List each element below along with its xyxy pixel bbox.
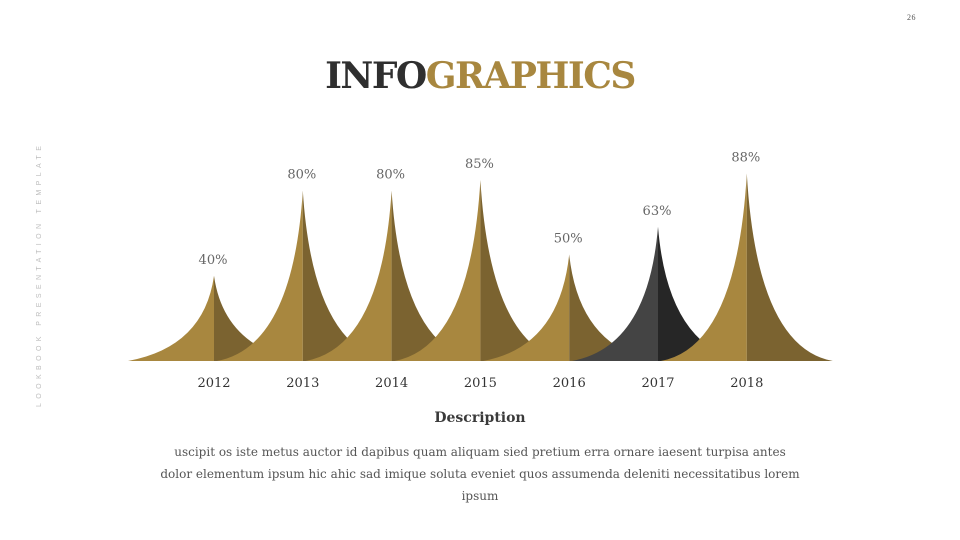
value-label: 50%: [554, 232, 583, 247]
peak-left-face: [483, 254, 570, 361]
category-label: 2017: [641, 376, 674, 391]
peak-right-face: [391, 190, 478, 361]
peak-right-face: [746, 173, 833, 361]
peak-2016: [483, 254, 656, 361]
peak-2018: [660, 173, 833, 361]
peak-left-face: [660, 173, 747, 361]
peak-left-face: [216, 190, 303, 361]
peak-2017: [572, 226, 744, 361]
peak-left-face: [394, 179, 481, 361]
description-body: uscipit os iste metus auctor id dapibus …: [160, 445, 800, 503]
peak-right-face: [214, 275, 300, 361]
value-label: 80%: [376, 168, 405, 183]
peak-2013: [216, 190, 389, 361]
page-number: 26: [907, 13, 916, 22]
peak-left-face: [128, 275, 214, 361]
category-label: 2014: [375, 376, 408, 391]
category-label: 2016: [553, 376, 586, 391]
value-label: 88%: [731, 151, 760, 166]
category-label: 2018: [730, 376, 763, 391]
peak-left-face: [572, 226, 658, 361]
peak-right-face: [480, 179, 567, 361]
value-label: 40%: [199, 253, 228, 268]
peak-right-face: [658, 226, 744, 361]
title-part-dark: INFO: [325, 55, 427, 97]
peak-right-face: [302, 190, 389, 361]
category-label: 2012: [197, 376, 230, 391]
value-label: 63%: [643, 204, 672, 219]
category-label: 2013: [286, 376, 319, 391]
description-title: Description: [434, 410, 526, 426]
value-label: 85%: [465, 157, 494, 172]
value-label: 80%: [287, 168, 316, 183]
peak-2014: [305, 190, 478, 361]
peak-right-face: [569, 254, 656, 361]
peak-2015: [394, 179, 567, 361]
peak-2012: [128, 275, 300, 361]
page-title: INFOGRAPHICS: [0, 54, 960, 98]
title-part-gold: GRAPHICS: [425, 55, 637, 97]
category-label: 2015: [464, 376, 497, 391]
peak-left-face: [305, 190, 392, 361]
